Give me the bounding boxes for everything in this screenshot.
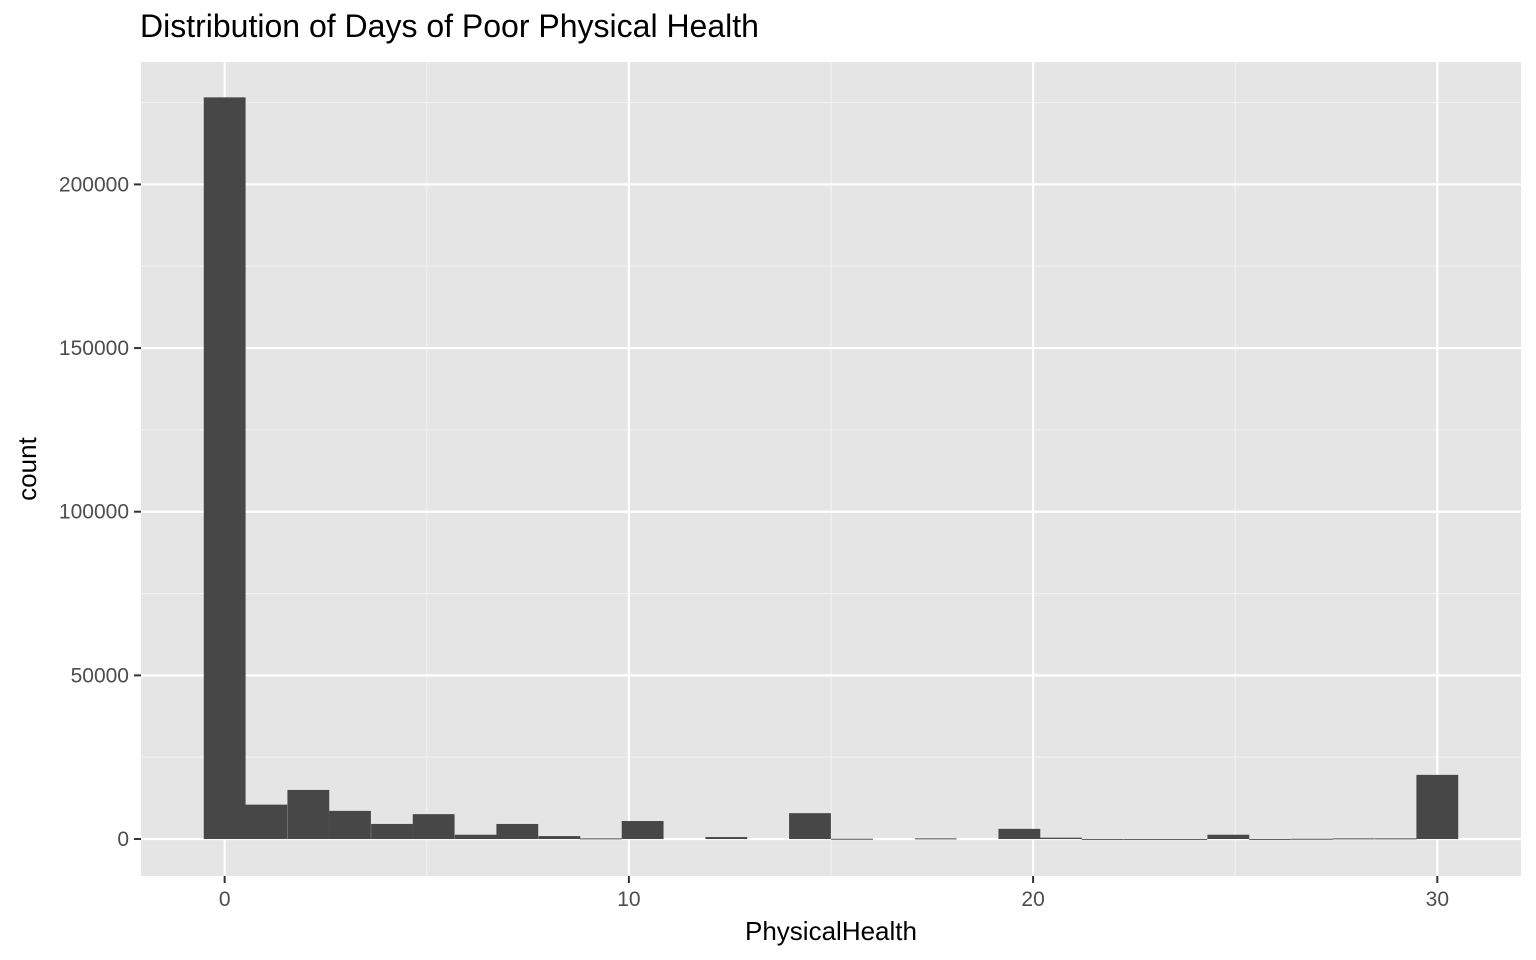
histogram-bar bbox=[412, 814, 455, 840]
x-tick-label: 20 bbox=[1021, 888, 1044, 911]
y-axis-title: count bbox=[12, 436, 42, 500]
histogram-bar bbox=[831, 838, 873, 840]
y-tick-label: 50000 bbox=[71, 664, 129, 687]
x-tick-label: 0 bbox=[219, 888, 231, 911]
histogram-bar bbox=[1249, 838, 1291, 840]
x-tick-label: 10 bbox=[617, 888, 640, 911]
histogram-bar bbox=[1374, 838, 1417, 840]
histogram-bar bbox=[538, 836, 581, 840]
y-tick-label: 0 bbox=[117, 828, 129, 851]
x-axis: 0 10 20 30 bbox=[219, 876, 1449, 911]
y-tick-label: 150000 bbox=[59, 337, 129, 360]
histogram-bar bbox=[1332, 838, 1375, 840]
y-tick-label: 100000 bbox=[59, 501, 129, 524]
histogram-bar bbox=[621, 821, 664, 840]
histogram-bars bbox=[203, 97, 1459, 840]
histogram-bar bbox=[496, 823, 539, 840]
histogram-bar bbox=[1165, 838, 1208, 840]
histogram-bar bbox=[329, 810, 371, 840]
histogram-bar bbox=[371, 823, 413, 840]
histogram-bar bbox=[203, 97, 246, 840]
y-axis: 0 50000 100000 150000 200000 bbox=[59, 173, 141, 851]
histogram-bar bbox=[1040, 837, 1082, 840]
histogram-bar bbox=[580, 838, 622, 840]
chart-title: Distribution of Days of Poor Physical He… bbox=[140, 8, 759, 44]
histogram-bar bbox=[1081, 838, 1124, 840]
histogram-bar bbox=[1416, 774, 1459, 840]
histogram-bar bbox=[287, 789, 330, 840]
histogram-bar bbox=[998, 828, 1041, 840]
x-axis-title: PhysicalHealth bbox=[745, 916, 917, 946]
histogram-bar bbox=[245, 804, 288, 840]
histogram-bar bbox=[705, 837, 748, 840]
histogram-bar bbox=[454, 834, 497, 840]
histogram-bar bbox=[1207, 834, 1250, 840]
histogram-bar bbox=[1291, 838, 1333, 840]
y-tick-label: 200000 bbox=[59, 173, 129, 196]
minor-gridlines bbox=[141, 62, 1521, 876]
histogram-bar bbox=[789, 813, 831, 840]
x-tick-label: 30 bbox=[1426, 888, 1449, 911]
histogram-bar bbox=[1123, 838, 1166, 840]
histogram-bar bbox=[914, 838, 957, 840]
